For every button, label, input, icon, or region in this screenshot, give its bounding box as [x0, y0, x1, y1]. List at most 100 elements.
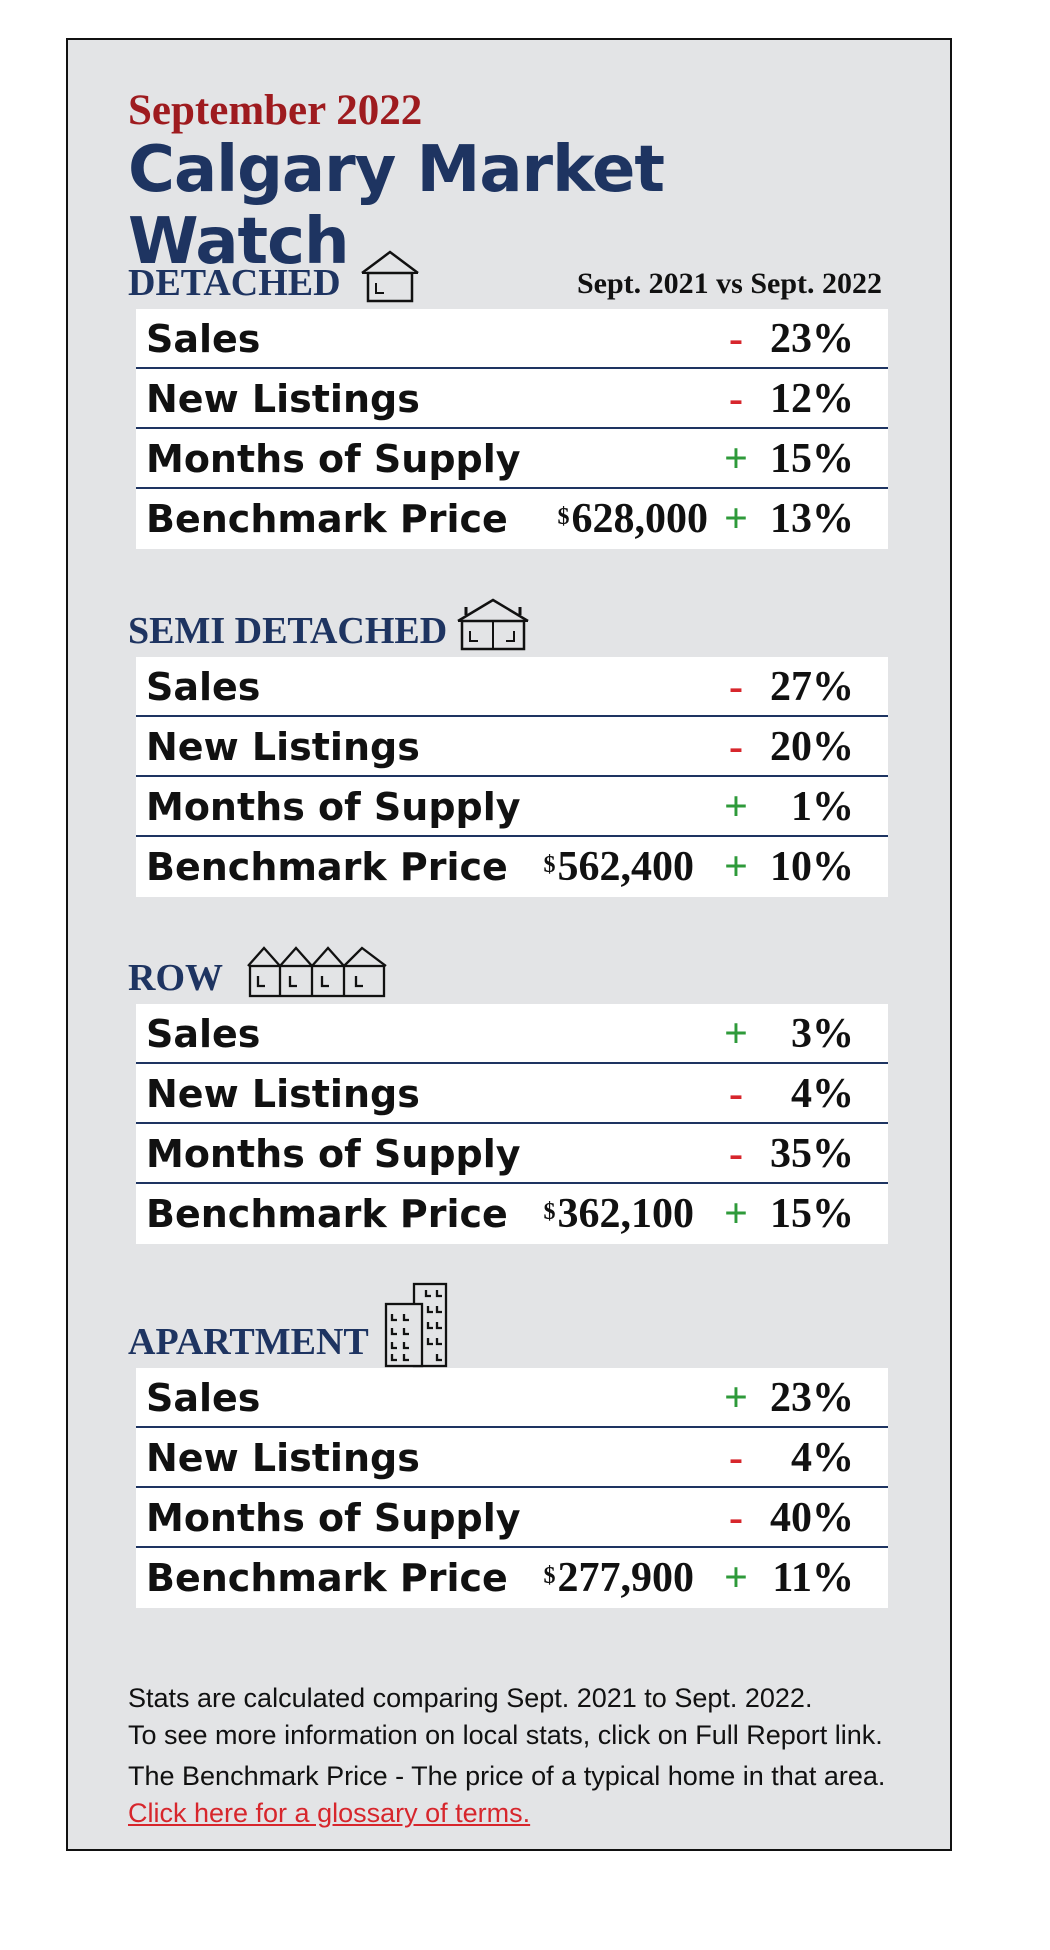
- change-value: 3%: [791, 1011, 854, 1057]
- table-row: Months of Supply -40%: [136, 1488, 888, 1548]
- row-label: New Listings: [146, 725, 420, 769]
- table-row: Months of Supply +1%: [136, 777, 888, 837]
- row-label: Sales: [146, 317, 261, 361]
- stats-table: Sales -23% New Listings -12% Months of Sup…: [136, 309, 888, 549]
- table-row: Benchmark Price $362,100 +15%: [136, 1184, 888, 1244]
- currency-symbol: $: [543, 852, 556, 878]
- currency-symbol: $: [543, 1563, 556, 1589]
- section-apartment: APARTMENT: [128, 1282, 888, 1608]
- table-row: Sales +23%: [136, 1368, 888, 1428]
- change-sign: +: [724, 436, 748, 482]
- apartment-building-icon: [384, 1282, 450, 1368]
- currency-symbol: $: [543, 1199, 556, 1225]
- change-sign: +: [724, 1375, 748, 1421]
- row-label: Sales: [146, 1012, 261, 1056]
- table-row: Benchmark Price $628,000 +13%: [136, 489, 888, 549]
- change-value: 35%: [770, 1131, 854, 1177]
- note-full-report: To see more information on local stats, …: [128, 1720, 883, 1750]
- change-value: 11%: [772, 1555, 854, 1601]
- section-semi-detached: SEMI DETACHED Sales -27% New Listings -20%…: [128, 593, 888, 897]
- change-sign: -: [729, 724, 743, 770]
- table-row: Sales +3%: [136, 1004, 888, 1064]
- benchmark-price: $277,900: [544, 1556, 695, 1600]
- header: September 2022 Calgary Market Watch: [128, 87, 888, 279]
- table-row: New Listings - 4%: [136, 1064, 888, 1124]
- table-row: Benchmark Price $277,900 +11%: [136, 1548, 888, 1608]
- glossary-link[interactable]: Click here for a glossary of terms.: [128, 1798, 531, 1828]
- page-title: Calgary Market Watch: [128, 133, 665, 279]
- table-row: New Listings -12%: [136, 369, 888, 429]
- table-row: Sales -23%: [136, 309, 888, 369]
- change-sign: -: [729, 1495, 743, 1541]
- single-house-icon: [360, 249, 420, 303]
- change-value: 20%: [770, 724, 854, 770]
- price-value: 277,900: [557, 1555, 695, 1601]
- change-sign: +: [724, 844, 748, 890]
- change-value: 4%: [791, 1435, 854, 1481]
- row-label: New Listings: [146, 1436, 420, 1480]
- change-sign: -: [729, 376, 743, 422]
- table-row: Months of Supply -35%: [136, 1124, 888, 1184]
- row-label: Benchmark Price: [146, 497, 508, 541]
- table-row: New Listings - 4%: [136, 1428, 888, 1488]
- row-label: Benchmark Price: [146, 1556, 508, 1600]
- row-label: Months of Supply: [146, 785, 521, 829]
- benchmark-price: $362,100: [544, 1192, 695, 1236]
- row-label: Benchmark Price: [146, 845, 508, 889]
- row-houses-icon: [246, 944, 388, 998]
- semi-detached-house-icon: [456, 597, 530, 651]
- change-value: 1%: [791, 784, 854, 830]
- currency-symbol: $: [557, 504, 570, 530]
- price-value: 628,000: [571, 496, 709, 542]
- section-label: SEMI DETACHED: [128, 610, 448, 652]
- row-label: New Listings: [146, 377, 420, 421]
- row-label: New Listings: [146, 1072, 420, 1116]
- section-row: ROW: [128, 940, 888, 1244]
- price-value: 362,100: [557, 1191, 695, 1237]
- change-value: 23%: [770, 316, 854, 362]
- price-value: 562,400: [557, 844, 695, 890]
- change-value: 27%: [770, 664, 854, 710]
- change-sign: +: [724, 496, 748, 542]
- change-sign: +: [724, 1555, 748, 1601]
- change-sign: +: [724, 784, 748, 830]
- change-value: 40%: [770, 1495, 854, 1541]
- change-value: 12%: [770, 376, 854, 422]
- change-sign: -: [729, 1071, 743, 1117]
- table-row: Months of Supply +15%: [136, 429, 888, 489]
- market-watch-card: September 2022 Calgary Market Watch DETA…: [66, 38, 952, 1851]
- benchmark-price: $628,000: [558, 497, 709, 541]
- row-label: Benchmark Price: [146, 1192, 508, 1236]
- change-sign: +: [724, 1011, 748, 1057]
- comparison-period: Sept. 2021 vs Sept. 2022: [576, 267, 882, 300]
- change-value: 13%: [770, 496, 854, 542]
- footnotes: Stats are calculated comparing Sept. 202…: [128, 1680, 908, 1832]
- section-label: APARTMENT: [128, 1321, 369, 1363]
- change-sign: -: [729, 1435, 743, 1481]
- row-label: Months of Supply: [146, 1496, 521, 1540]
- table-row: Benchmark Price $562,400 +10%: [136, 837, 888, 897]
- change-value: 4%: [791, 1071, 854, 1117]
- stats-table: Sales +3% New Listings - 4% Months of Suppl…: [136, 1004, 888, 1244]
- note-benchmark: The Benchmark Price - The price of a typ…: [128, 1761, 886, 1791]
- row-label: Months of Supply: [146, 1132, 521, 1176]
- table-row: New Listings -20%: [136, 717, 888, 777]
- change-value: 15%: [770, 436, 854, 482]
- report-month: September 2022: [128, 87, 423, 134]
- change-value: 15%: [770, 1191, 854, 1237]
- section-label: DETACHED: [128, 262, 341, 304]
- change-sign: -: [729, 1131, 743, 1177]
- note-comparison: Stats are calculated comparing Sept. 202…: [128, 1683, 813, 1713]
- section-detached: DETACHED Sept. 2021 vs Sept. 2022 Sales -…: [128, 245, 888, 549]
- row-label: Sales: [146, 665, 261, 709]
- row-label: Months of Supply: [146, 437, 521, 481]
- row-label: Sales: [146, 1376, 261, 1420]
- change-value: 23%: [770, 1375, 854, 1421]
- change-sign: -: [729, 664, 743, 710]
- section-label: ROW: [128, 957, 223, 999]
- stats-table: Sales +23% New Listings - 4% Months of Supp…: [136, 1368, 888, 1608]
- benchmark-price: $562,400: [544, 845, 695, 889]
- table-row: Sales -27%: [136, 657, 888, 717]
- change-sign: -: [729, 316, 743, 362]
- change-sign: +: [724, 1191, 748, 1237]
